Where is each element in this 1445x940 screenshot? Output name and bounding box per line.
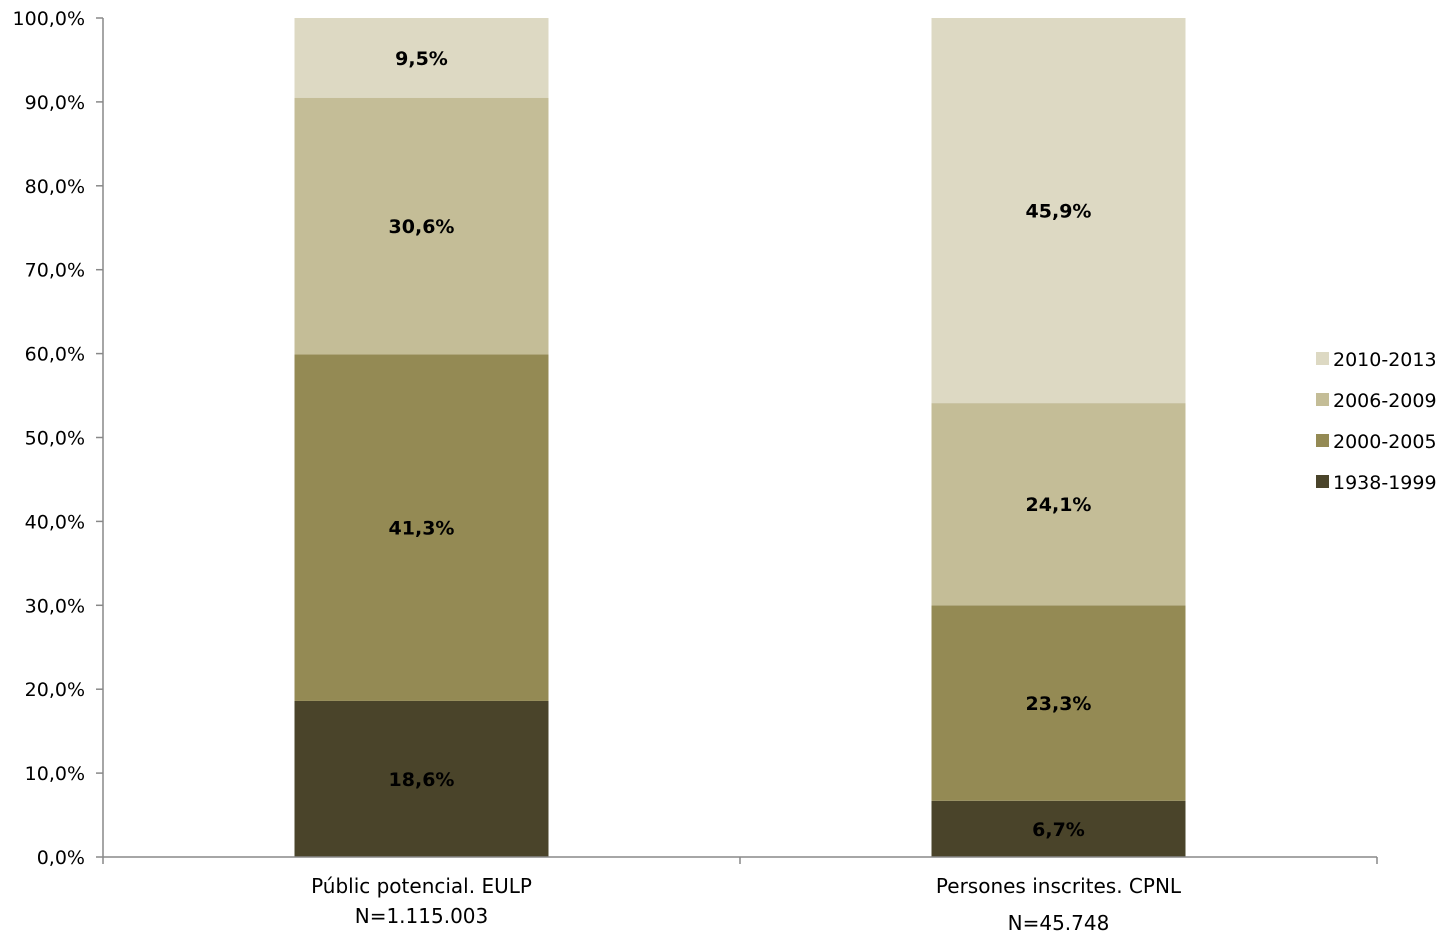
category-label-0: Públic potencial. EULP bbox=[311, 874, 532, 898]
y-tick-label-6: 60,0% bbox=[25, 344, 85, 366]
legend-swatch-2006-2009 bbox=[1316, 393, 1329, 406]
bar-segment-1938-1999-cat0 bbox=[294, 700, 549, 857]
bar-segment-2000-2005-cat0 bbox=[294, 354, 549, 701]
y-tick-label-7: 70,0% bbox=[25, 260, 85, 282]
bar-segment-2010-2013-cat0 bbox=[294, 18, 549, 98]
data-label-2006-2009-cat1: 24,1% bbox=[1026, 494, 1092, 516]
y-tick-label-5: 50,0% bbox=[25, 428, 85, 450]
data-label-2010-2013-cat0: 9,5% bbox=[395, 48, 448, 70]
data-label-1938-1999-cat0: 18,6% bbox=[389, 769, 455, 791]
y-tick-label-10: 100,0% bbox=[13, 8, 85, 30]
y-tick-label-2: 20,0% bbox=[25, 679, 85, 701]
y-tick-label-4: 40,0% bbox=[25, 511, 85, 533]
bar-segment-2000-2005-cat1 bbox=[931, 605, 1186, 801]
data-label-2000-2005-cat0: 41,3% bbox=[389, 518, 455, 540]
bar-segment-2006-2009-cat1 bbox=[931, 403, 1186, 606]
y-tick-label-3: 30,0% bbox=[25, 595, 85, 617]
data-label-2000-2005-cat1: 23,3% bbox=[1026, 693, 1092, 715]
y-tick-label-9: 90,0% bbox=[25, 92, 85, 114]
data-labels-layer: 18,6% 41,3% 30,6% 9,5% 6,7% 23,3% 24,1% 45,9% bbox=[389, 48, 1092, 841]
legend-swatch-2010-2013 bbox=[1316, 352, 1329, 365]
axis-layer: Públic potencial. EULP N=1.115.003 Persone… bbox=[13, 8, 1378, 935]
legend-label-2006-2009: 2006-2009 bbox=[1333, 390, 1437, 412]
legend-swatch-2000-2005 bbox=[1316, 434, 1329, 447]
bar-segment-2010-2013-cat1 bbox=[931, 18, 1186, 404]
data-label-1938-1999-cat1: 6,7% bbox=[1032, 819, 1085, 841]
bar-segment-2006-2009-cat0 bbox=[294, 97, 549, 355]
y-tick-label-8: 80,0% bbox=[25, 176, 85, 198]
legend-label-2010-2013: 2010-2013 bbox=[1333, 349, 1437, 371]
legend: 2010-2013 2006-2009 2000-2005 1938-1999 bbox=[1316, 349, 1437, 494]
category-sublabel-1: N=45.748 bbox=[1008, 911, 1110, 935]
legend-label-1938-1999: 1938-1999 bbox=[1333, 472, 1437, 494]
bars-layer bbox=[294, 18, 1186, 857]
y-tick-label-0: 0,0% bbox=[37, 847, 85, 869]
data-label-2006-2009-cat0: 30,6% bbox=[389, 216, 455, 238]
category-sublabel-0: N=1.115.003 bbox=[355, 904, 489, 928]
data-label-2010-2013-cat1: 45,9% bbox=[1026, 201, 1092, 223]
y-tick-label-1: 10,0% bbox=[25, 763, 85, 785]
legend-swatch-1938-1999 bbox=[1316, 475, 1329, 488]
category-label-1: Persones inscrites. CPNL bbox=[936, 874, 1182, 898]
legend-label-2000-2005: 2000-2005 bbox=[1333, 431, 1437, 453]
bar-segment-1938-1999-cat1 bbox=[931, 800, 1186, 857]
